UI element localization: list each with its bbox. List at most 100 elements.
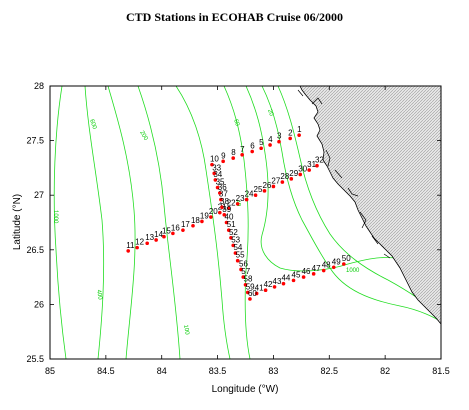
station-point (259, 146, 263, 151)
station-point (241, 275, 246, 279)
station-point (213, 178, 218, 182)
station-point (126, 249, 130, 253)
station-point (181, 228, 185, 232)
station-point (171, 231, 175, 236)
station-point (231, 156, 236, 160)
land-mass (299, 86, 441, 325)
station-point (268, 143, 272, 147)
station-label: 12 (135, 238, 144, 247)
station-label: 46 (302, 267, 311, 276)
station-label: 26 (262, 181, 271, 190)
station-point (291, 278, 296, 283)
station-point (281, 281, 286, 286)
station-label: 38 (220, 197, 229, 206)
station-point (226, 206, 231, 211)
station-point (240, 152, 244, 157)
station-label: 42 (264, 280, 273, 289)
station-label: 27 (271, 176, 280, 185)
contour-label: 600 (88, 119, 97, 131)
station-point (248, 297, 252, 301)
station-point (135, 245, 139, 250)
station-label: 49 (332, 257, 341, 266)
station-point (262, 189, 267, 193)
station-label: 41 (255, 283, 264, 292)
station-point (289, 177, 294, 181)
station-point (271, 184, 276, 189)
station-label: 31 (307, 160, 316, 169)
station-label: 58 (244, 275, 253, 284)
station-point (297, 133, 301, 137)
station-point (253, 193, 258, 197)
station-point (245, 290, 250, 295)
station-point (231, 243, 236, 248)
station-label: 9 (221, 151, 226, 160)
station-label: 13 (145, 233, 154, 242)
station-label: 11 (126, 241, 135, 250)
station-point (200, 219, 204, 224)
station-label: 36 (218, 183, 227, 192)
station-label: 22 (227, 198, 236, 207)
station-point (239, 267, 243, 272)
coastal-islands (297, 89, 391, 259)
station-label: 48 (322, 261, 331, 270)
station-point (272, 285, 277, 289)
station-point (307, 168, 311, 172)
station-label: 18 (191, 216, 200, 225)
station-point (154, 238, 158, 242)
contour-line (175, 86, 231, 359)
y-tick-label: 27 (34, 190, 44, 200)
station-label: 24 (245, 190, 254, 199)
contour-line (53, 86, 67, 359)
contour-label: 1000 (346, 268, 360, 274)
station-label: 37 (219, 190, 228, 199)
station-label: 2 (288, 128, 293, 137)
station-label: 3 (277, 132, 282, 141)
station-label: 20 (209, 207, 218, 216)
y-axis-label: Latitude (°N) (12, 194, 23, 250)
station-label: 10 (210, 155, 219, 164)
station-point (298, 172, 303, 177)
station-point (218, 191, 222, 195)
station-label: 53 (231, 235, 240, 244)
station-label: 7 (240, 145, 245, 154)
station-label: 17 (181, 220, 190, 229)
x-tick-label: 84 (157, 366, 167, 376)
station-label: 32 (315, 156, 324, 165)
station-point (233, 251, 238, 255)
station-label: 33 (212, 163, 221, 172)
station-point (311, 272, 316, 276)
station-label: 40 (225, 213, 234, 222)
station-label: 45 (292, 270, 301, 279)
station-label: 57 (241, 267, 250, 276)
station-label: 44 (281, 274, 290, 283)
station-point (209, 215, 213, 219)
station-point (280, 180, 285, 184)
station-label: 23 (236, 194, 245, 203)
contour-line (137, 86, 181, 359)
station-label: 25 (254, 185, 263, 194)
station-point (162, 234, 166, 239)
station-label: 47 (312, 264, 321, 273)
station-label: 52 (229, 228, 238, 237)
station-label: 6 (250, 142, 255, 151)
station-point (221, 159, 225, 164)
station-point (321, 268, 326, 273)
station-label: 28 (280, 172, 289, 181)
station-label: 51 (227, 220, 236, 229)
contour-label: 20 (266, 109, 274, 118)
station-label: 14 (154, 230, 163, 239)
station-point (277, 139, 281, 144)
station-label: 39 (222, 205, 231, 214)
station-point (342, 262, 346, 266)
ctd-stations: 1234567891011121314151617181920212223242… (126, 125, 351, 301)
x-tick-label: 82.5 (321, 366, 339, 376)
station-point (212, 171, 217, 176)
station-label: 1 (297, 125, 302, 134)
x-tick-label: 83.5 (209, 366, 227, 376)
contour-label: 60 (232, 119, 240, 128)
x-tick-label: 83 (268, 366, 278, 376)
contour-label: 400 (95, 289, 103, 301)
station-point (210, 162, 214, 167)
